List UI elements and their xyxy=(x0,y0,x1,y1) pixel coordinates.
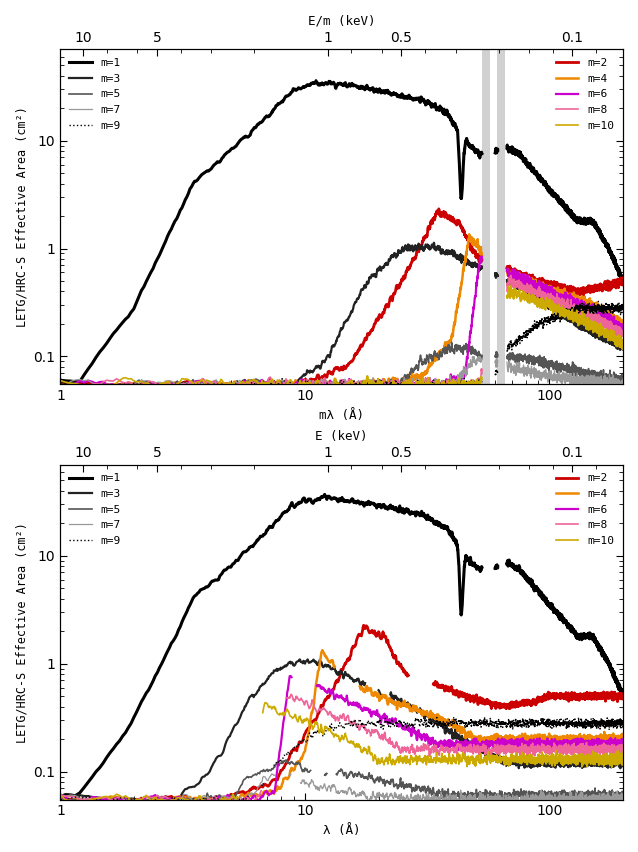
X-axis label: λ (Å): λ (Å) xyxy=(323,824,360,837)
X-axis label: E (keV): E (keV) xyxy=(315,430,368,443)
X-axis label: mλ (Å): mλ (Å) xyxy=(319,409,364,422)
Bar xyxy=(482,49,490,384)
Y-axis label: LETG/HRC-S Effective Area (cm²): LETG/HRC-S Effective Area (cm²) xyxy=(15,106,28,327)
Bar xyxy=(497,49,505,384)
Legend: m=2, m=4, m=6, m=8, m=10: m=2, m=4, m=6, m=8, m=10 xyxy=(553,55,618,134)
Legend: m=2, m=4, m=6, m=8, m=10: m=2, m=4, m=6, m=8, m=10 xyxy=(553,470,618,549)
Y-axis label: LETG/HRC-S Effective Area (cm²): LETG/HRC-S Effective Area (cm²) xyxy=(15,521,28,743)
X-axis label: E/m (keV): E/m (keV) xyxy=(308,15,375,28)
